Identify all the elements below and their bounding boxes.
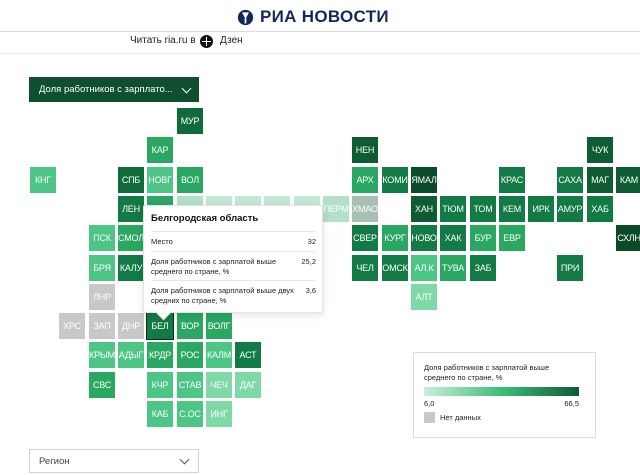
read-in-label: Читать ria.ru в	[130, 35, 196, 46]
region-tile-хан[interactable]: ХАН	[411, 196, 437, 222]
metric-select[interactable]: Доля работников с зарплато...	[29, 77, 199, 102]
region-tile-амур[interactable]: АМУР	[557, 196, 583, 222]
region-tile-кар[interactable]: КАР	[147, 137, 173, 163]
map-legend: Доля работников с зарплатой выше среднег…	[413, 352, 596, 438]
logo-text: РИА НОВОСТИ	[260, 7, 389, 26]
region-tile-ямал[interactable]: ЯМАЛ	[411, 167, 437, 193]
region-tile-каб[interactable]: КАБ	[147, 401, 173, 427]
region-tile-ирк[interactable]: ИРК	[528, 196, 554, 222]
region-tile-коми[interactable]: КОМИ	[382, 167, 408, 193]
tooltip-row-value: 3,6	[305, 286, 316, 296]
region-tile-инг[interactable]: ИНГ	[206, 401, 232, 427]
region-tile-алк[interactable]: АЛ.К	[411, 255, 437, 281]
region-tile-хрс[interactable]: ХРС	[59, 313, 85, 339]
tooltip-row-value: 32	[307, 237, 316, 246]
region-select-placeholder: Регион	[39, 455, 70, 467]
tooltip-row-rank: Место 32	[151, 231, 316, 251]
tooltip-row-above-average: Доля работников с зарплатой выше среднег…	[151, 250, 316, 281]
region-tile-омск[interactable]: ОМСК	[382, 255, 408, 281]
region-tile-тува[interactable]: ТУВА	[440, 255, 466, 281]
region-tile-аст[interactable]: АСТ	[235, 342, 261, 368]
region-tile-рос[interactable]: РОС	[177, 342, 203, 368]
region-tile-пск[interactable]: ПСК	[89, 225, 115, 251]
region-tile-маг[interactable]: МАГ	[587, 167, 613, 193]
region-tile-хмао[interactable]: ХМАО	[352, 196, 378, 222]
region-tile-спб[interactable]: СПБ	[118, 167, 144, 193]
region-tile-чук[interactable]: ЧУК	[587, 137, 613, 163]
region-select[interactable]: Регион	[29, 449, 199, 473]
region-tile-лен[interactable]: ЛЕН	[118, 196, 144, 222]
chevron-down-icon	[179, 454, 190, 465]
region-tile-заб[interactable]: ЗАБ	[470, 255, 496, 281]
dzen-icon[interactable]	[200, 35, 213, 48]
region-tooltip: Белгородская область Место 32 Доля работ…	[143, 205, 323, 313]
region-tile-вол[interactable]: ВОЛ	[177, 167, 203, 193]
read-in-bar: Читать ria.ru в	[0, 32, 640, 54]
region-tile-став[interactable]: СТАВ	[177, 372, 203, 398]
region-tile-кург[interactable]: КУРГ	[382, 225, 408, 251]
no-data-swatch	[424, 412, 435, 424]
region-tile-нен[interactable]: НЕН	[352, 137, 378, 163]
region-tile-даг[interactable]: ДАГ	[235, 372, 261, 398]
region-tile-калм[interactable]: КАЛМ	[206, 342, 232, 368]
region-tile-свер[interactable]: СВЕР	[352, 225, 378, 251]
ria-logo-icon	[237, 9, 254, 25]
tooltip-row-label: Доля работников с зарплатой выше двух ср…	[151, 286, 294, 305]
region-tile-арх[interactable]: АРХ	[352, 167, 378, 193]
region-tile-крас[interactable]: КРАС	[499, 167, 525, 193]
tooltip-row-value: 25,2	[301, 256, 316, 266]
region-tile-днр[interactable]: ДНР	[118, 313, 144, 339]
site-header: РИА НОВОСТИ	[0, 0, 640, 32]
region-tile-алт[interactable]: АЛТ	[411, 284, 437, 310]
legend-gradient	[424, 387, 579, 397]
region-tile-ново[interactable]: НОВО	[411, 225, 437, 251]
region-tile-евр[interactable]: ЕВР	[499, 225, 525, 251]
tooltip-row-label: Место	[151, 237, 173, 246]
region-tile-новг[interactable]: НОВГ	[147, 167, 173, 193]
chevron-down-icon	[181, 83, 192, 94]
tooltip-row-above-two-average: Доля работников с зарплатой выше двух ср…	[151, 280, 316, 310]
region-tile-сос[interactable]: С.ОС	[177, 401, 203, 427]
legend-max: 66,5	[564, 399, 579, 409]
region-tile-чеч[interactable]: ЧЕЧ	[206, 372, 232, 398]
dzen-link[interactable]: Дзен	[220, 35, 243, 46]
region-tile-тюм[interactable]: ТЮМ	[440, 196, 466, 222]
region-tile-кем[interactable]: КЕМ	[499, 196, 525, 222]
region-tile-адыг[interactable]: АДЫГ	[118, 342, 144, 368]
region-tile-крдр[interactable]: КРДР	[147, 342, 173, 368]
tooltip-title: Белгородская область	[151, 213, 259, 224]
metric-select-value: Доля работников с зарплато...	[39, 84, 173, 95]
region-tile-схлн[interactable]: СХЛН	[616, 225, 640, 251]
region-tile-волг[interactable]: ВОЛГ	[206, 313, 232, 339]
region-tile-том[interactable]: ТОМ	[470, 196, 496, 222]
region-tile-свс[interactable]: СВС	[89, 372, 115, 398]
region-tile-хак[interactable]: ХАК	[440, 225, 466, 251]
region-tile-саха[interactable]: САХА	[557, 167, 583, 193]
legend-range: 6,0 66,5	[424, 399, 579, 408]
region-tile-кнг[interactable]: КНГ	[30, 167, 56, 193]
site-logo[interactable]: РИА НОВОСТИ	[237, 7, 389, 27]
region-tile-калу[interactable]: КАЛУ	[118, 255, 144, 281]
region-tile-лнр[interactable]: ЛНР	[89, 284, 115, 310]
region-tile-кчр[interactable]: КЧР	[147, 372, 173, 398]
region-tile-бур[interactable]: БУР	[470, 225, 496, 251]
region-tile-перм[interactable]: ПЕРМ	[323, 196, 349, 222]
region-tile-мур[interactable]: МУР	[177, 108, 203, 134]
region-tile-хаб[interactable]: ХАБ	[587, 196, 613, 222]
region-tile-кам[interactable]: КАМ	[616, 167, 640, 193]
region-tile-крым[interactable]: КРЫМ	[89, 342, 115, 368]
region-tile-смол[interactable]: СМОЛ	[118, 225, 144, 251]
legend-no-data: Нет данных	[424, 412, 585, 424]
region-tile-бря[interactable]: БРЯ	[89, 255, 115, 281]
tooltip-row-label: Доля работников с зарплатой выше среднег…	[151, 256, 277, 276]
region-tile-вор[interactable]: ВОР	[177, 313, 203, 339]
no-data-label: Нет данных	[440, 413, 481, 423]
region-tile-при[interactable]: ПРИ	[557, 255, 583, 281]
legend-title: Доля работников с зарплатой выше среднег…	[424, 363, 550, 383]
region-tile-чел[interactable]: ЧЕЛ	[352, 255, 378, 281]
region-tile-зап[interactable]: ЗАП	[89, 313, 115, 339]
legend-min: 6,0	[424, 399, 435, 409]
